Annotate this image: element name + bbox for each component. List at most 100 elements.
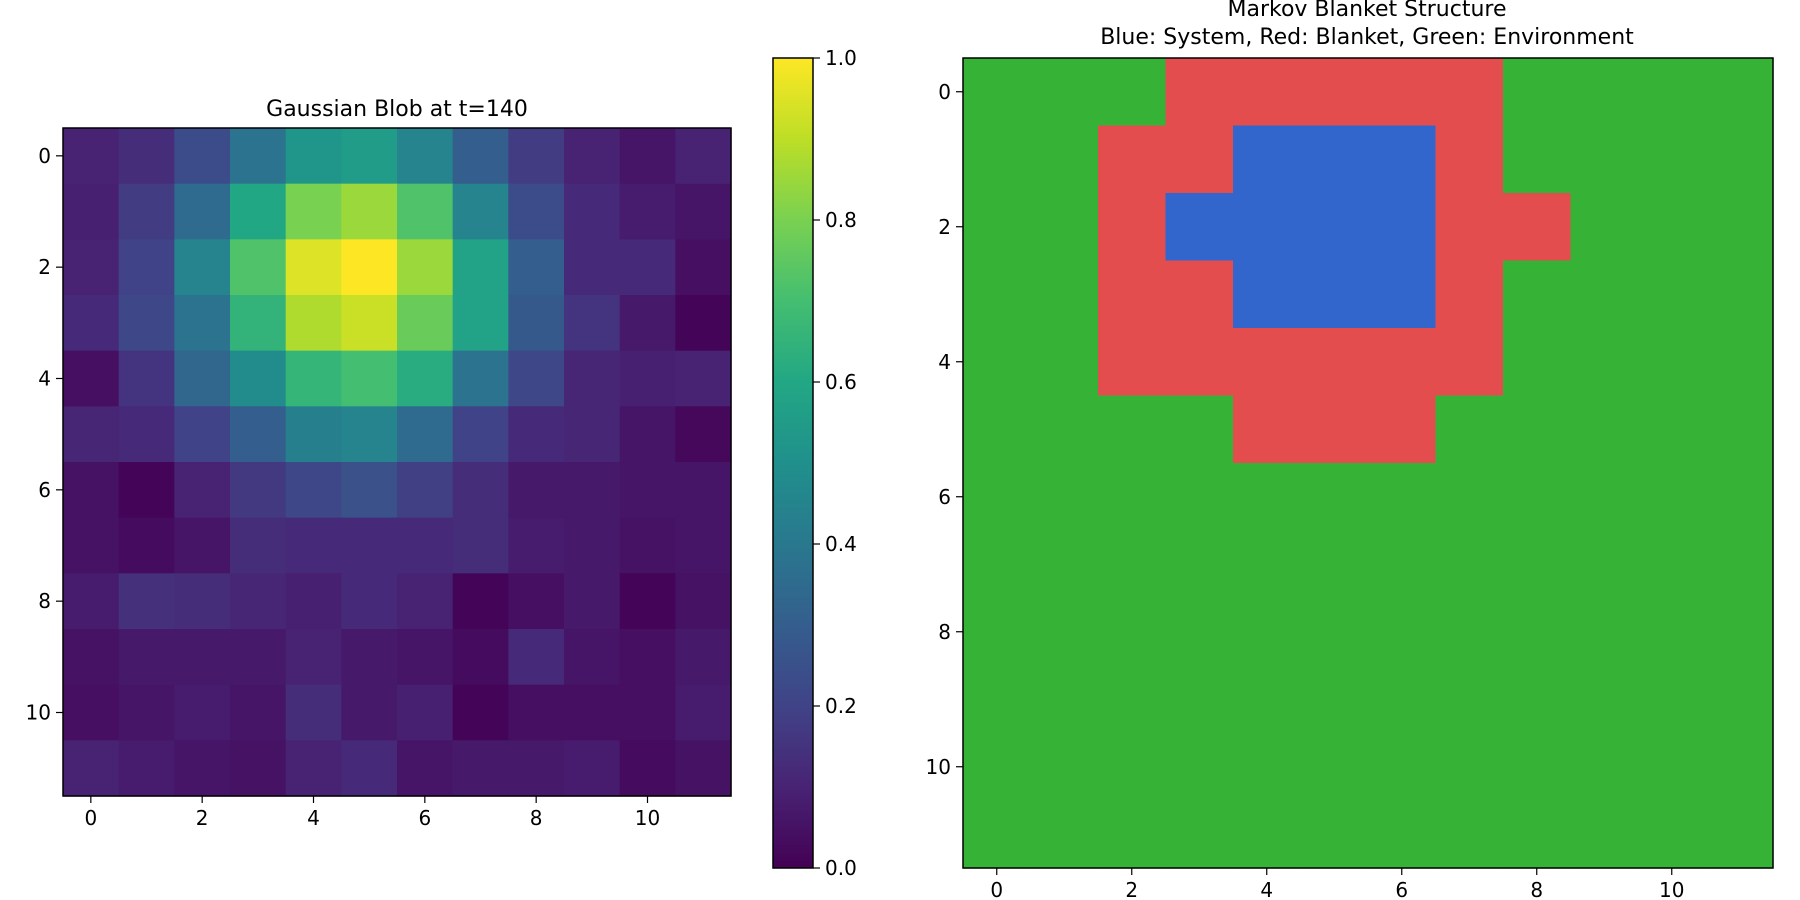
environment-cell xyxy=(1368,463,1437,532)
heatmap-cell xyxy=(63,462,120,519)
environment-cell xyxy=(1098,733,1167,802)
heatmap-cell xyxy=(285,573,342,630)
heatmap-cell xyxy=(230,573,287,630)
heatmap-cell xyxy=(397,573,454,630)
environment-cell xyxy=(1503,800,1572,869)
environment-cell xyxy=(1165,800,1234,869)
heatmap-cell xyxy=(397,684,454,741)
heatmap-cell xyxy=(619,684,676,741)
environment-cell xyxy=(1030,665,1099,734)
environment-cell xyxy=(1638,463,1707,532)
environment-cell xyxy=(1705,58,1774,127)
heatmap-cell xyxy=(118,183,175,240)
gaussian-blob-y-tick-label: 6 xyxy=(38,478,51,502)
heatmap-cell xyxy=(285,406,342,463)
heatmap-cell xyxy=(508,128,565,185)
environment-cell xyxy=(1503,125,1572,194)
environment-cell xyxy=(1705,463,1774,532)
environment-cell xyxy=(1233,598,1302,667)
heatmap-cell xyxy=(564,295,621,352)
heatmap-cell xyxy=(675,629,732,686)
markov-blanket-y-tick-label: 6 xyxy=(938,485,951,509)
system-cell xyxy=(1300,125,1369,194)
heatmap-cell xyxy=(452,462,509,519)
environment-cell xyxy=(1368,800,1437,869)
heatmap-cell xyxy=(452,684,509,741)
environment-cell xyxy=(1570,395,1639,464)
heatmap-cell xyxy=(508,684,565,741)
heatmap-cell xyxy=(341,740,398,797)
heatmap-cell xyxy=(452,629,509,686)
blanket-cell xyxy=(1233,58,1302,127)
colorbar-ticks: 0.0 0.2 0.4 0.6 0.8 1.0 xyxy=(813,46,857,880)
blanket-cell xyxy=(1368,395,1437,464)
heatmap-cell xyxy=(63,517,120,574)
heatmap-cell xyxy=(452,350,509,407)
heatmap-cell xyxy=(564,239,621,296)
heatmap-cell xyxy=(619,128,676,185)
heatmap-cell xyxy=(118,406,175,463)
environment-cell xyxy=(1165,395,1234,464)
markov-blanket-x-tick-label: 2 xyxy=(1125,878,1138,900)
markov-blanket-x-tick-label: 4 xyxy=(1260,878,1273,900)
environment-cell xyxy=(1705,665,1774,734)
heatmap-cell xyxy=(285,183,342,240)
blanket-cell xyxy=(1165,58,1234,127)
environment-cell xyxy=(1638,193,1707,262)
environment-cell xyxy=(1098,530,1167,599)
heatmap-cell xyxy=(174,183,231,240)
system-cell xyxy=(1233,193,1302,262)
environment-cell xyxy=(1570,665,1639,734)
heatmap-cell xyxy=(63,406,120,463)
heatmap-cell xyxy=(174,517,231,574)
heatmap-cell xyxy=(174,128,231,185)
environment-cell xyxy=(1098,800,1167,869)
markov-blanket-y-tick-label: 2 xyxy=(938,215,951,239)
heatmap-cell xyxy=(285,295,342,352)
heatmap-cell xyxy=(341,684,398,741)
heatmap-cell xyxy=(63,350,120,407)
gaussian-blob-y-tick-label: 8 xyxy=(38,589,51,613)
environment-cell xyxy=(963,598,1032,667)
environment-cell xyxy=(1638,598,1707,667)
environment-cell xyxy=(1705,598,1774,667)
environment-cell xyxy=(1638,530,1707,599)
environment-cell xyxy=(1368,530,1437,599)
environment-cell xyxy=(1705,530,1774,599)
environment-cell xyxy=(1165,530,1234,599)
environment-cell xyxy=(1030,733,1099,802)
environment-cell xyxy=(1570,733,1639,802)
heatmap-cell xyxy=(63,128,120,185)
heatmap-cell xyxy=(675,350,732,407)
heatmap-cell xyxy=(397,183,454,240)
heatmap-cell xyxy=(619,462,676,519)
heatmap-cell xyxy=(230,295,287,352)
environment-cell xyxy=(1030,530,1099,599)
heatmap-cell xyxy=(619,350,676,407)
environment-cell xyxy=(1233,800,1302,869)
heatmap-cell xyxy=(285,239,342,296)
environment-cell xyxy=(1503,733,1572,802)
heatmap-cell xyxy=(63,239,120,296)
environment-cell xyxy=(1705,800,1774,869)
heatmap-cell xyxy=(285,740,342,797)
heatmap-cell xyxy=(285,462,342,519)
heatmap-cell xyxy=(675,573,732,630)
heatmap-cell xyxy=(452,295,509,352)
environment-cell xyxy=(963,463,1032,532)
markov-blanket-x-tick-label: 10 xyxy=(1659,878,1684,900)
heatmap-cell xyxy=(341,183,398,240)
blanket-cell xyxy=(1098,125,1167,194)
environment-cell xyxy=(963,665,1032,734)
environment-cell xyxy=(963,328,1032,397)
heatmap-cell xyxy=(397,629,454,686)
environment-cell xyxy=(1638,58,1707,127)
environment-cell xyxy=(1638,125,1707,194)
heatmap-cell xyxy=(508,183,565,240)
environment-cell xyxy=(1503,530,1572,599)
environment-cell xyxy=(1705,193,1774,262)
colorbar: 0.0 0.2 0.4 0.6 0.8 1.0 xyxy=(772,46,857,880)
heatmap-cell xyxy=(341,295,398,352)
heatmap-cell xyxy=(174,239,231,296)
heatmap-cell xyxy=(63,629,120,686)
